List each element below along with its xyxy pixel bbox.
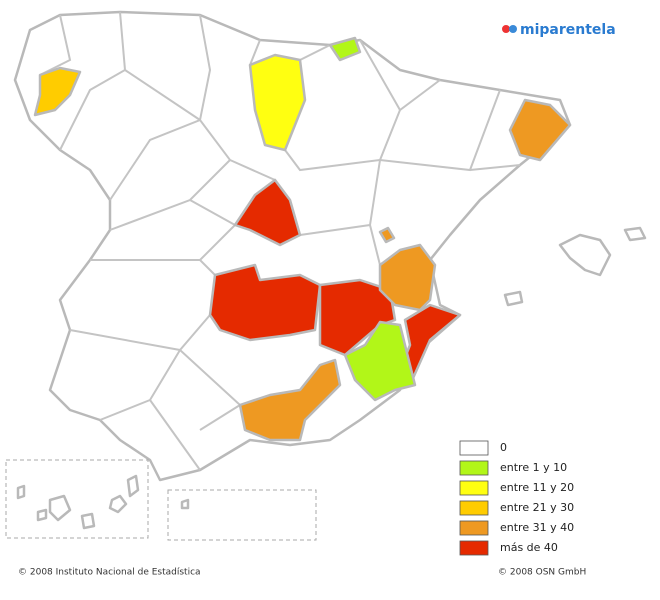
island bbox=[180, 498, 190, 510]
island bbox=[16, 484, 26, 500]
logo-icon bbox=[509, 25, 517, 33]
logo: miparentela bbox=[520, 22, 616, 38]
legend-swatch bbox=[459, 540, 489, 556]
island bbox=[558, 233, 612, 277]
province bbox=[378, 226, 396, 244]
legend-label: más de 40 bbox=[500, 541, 558, 554]
footer-left: © 2008 Instituto Nacional de Estadística bbox=[18, 568, 201, 578]
canary-frame bbox=[5, 459, 149, 539]
province bbox=[208, 263, 322, 342]
island bbox=[126, 474, 140, 498]
legend-swatch bbox=[459, 440, 489, 456]
canary-frame bbox=[167, 489, 317, 541]
province bbox=[398, 303, 462, 387]
province bbox=[33, 66, 82, 117]
legend-swatch bbox=[459, 520, 489, 536]
island bbox=[108, 494, 128, 514]
legend-swatch bbox=[459, 480, 489, 496]
province bbox=[248, 53, 307, 152]
legend-label: entre 11 y 20 bbox=[500, 481, 574, 494]
legend-swatch bbox=[459, 500, 489, 516]
spain bbox=[5, 10, 647, 541]
island bbox=[36, 508, 48, 522]
island bbox=[623, 226, 647, 242]
legend-label: entre 1 y 10 bbox=[500, 461, 567, 474]
mainland bbox=[13, 10, 572, 482]
island bbox=[503, 290, 524, 307]
legend-label: entre 31 y 40 bbox=[500, 521, 574, 534]
province-borders bbox=[39, 11, 521, 471]
province bbox=[233, 178, 302, 247]
legend: 0 entre 1 y 10 entre 11 y 20 entre 21 y 30 e… bbox=[459, 440, 574, 556]
province bbox=[328, 36, 362, 62]
legend-label: entre 21 y 30 bbox=[500, 501, 574, 514]
province bbox=[508, 98, 572, 162]
logo-group: miparentela bbox=[502, 22, 616, 38]
footer-right: © 2008 OSN GmbH bbox=[498, 568, 586, 578]
island bbox=[48, 494, 72, 522]
island bbox=[80, 512, 96, 530]
province bbox=[343, 320, 417, 402]
province bbox=[238, 358, 342, 442]
legend-label: 0 bbox=[500, 441, 507, 454]
legend-swatch bbox=[459, 460, 489, 476]
province bbox=[378, 243, 437, 312]
logo-icon bbox=[502, 25, 510, 33]
